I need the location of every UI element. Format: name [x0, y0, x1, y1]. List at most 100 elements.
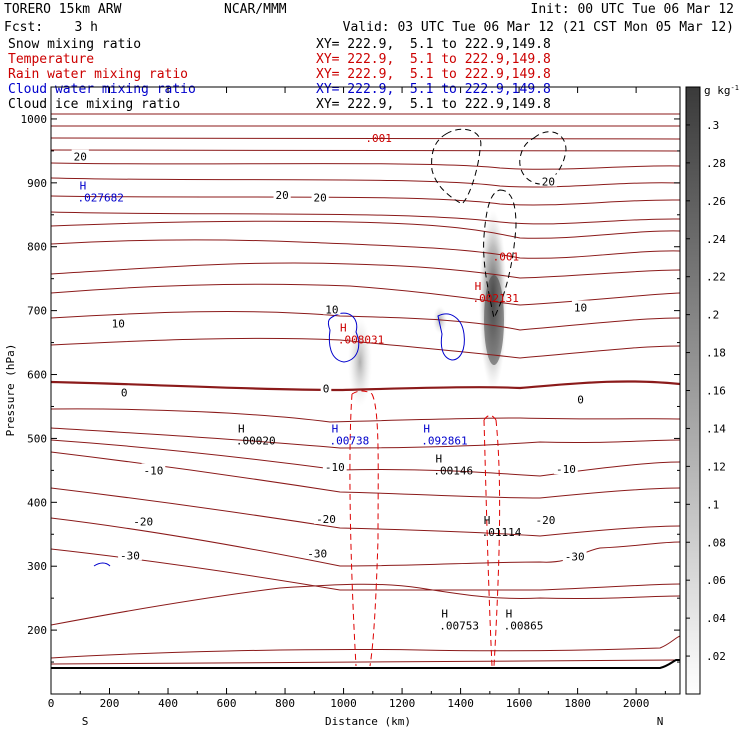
temperature-label: -30: [565, 551, 585, 564]
model-title: TORERO 15km ARW: [4, 2, 122, 17]
temperature-label: -10: [325, 461, 345, 474]
x-end-label-south: S: [82, 715, 89, 728]
x-tick-label: 600: [217, 697, 237, 710]
temperature-label-bg: [109, 316, 127, 329]
temperature-label-bg: [273, 187, 291, 200]
legend-temperature: Temperature: [8, 52, 94, 67]
temperature-label: 0: [577, 393, 584, 406]
x-tick-label: 800: [275, 697, 295, 710]
x-axis-label: Distance (km): [325, 715, 411, 728]
x-tick-label: 1600: [506, 697, 533, 710]
cloud-water-contour: [437, 313, 465, 361]
cloud-ice-contour: [431, 128, 482, 205]
temperature-label-bg: [314, 511, 338, 524]
isotherm-line: [51, 125, 680, 127]
maximum-value: .001: [493, 250, 520, 263]
colorbar-tick-label: .26: [706, 195, 726, 208]
isotherm-line: [51, 583, 680, 626]
temperature-label: 10: [574, 301, 587, 314]
maximum-value: .01114: [482, 526, 522, 539]
isotherm-line: [51, 220, 680, 239]
isotherm-line: [51, 137, 680, 140]
center-label: NCAR/MMM: [224, 2, 287, 17]
ground-surface: [51, 659, 680, 669]
maximum-value: .00865: [504, 620, 544, 633]
maximum-marker: H: [435, 452, 442, 465]
temperature-label: -20: [133, 515, 153, 528]
temperature-label-bg: [131, 514, 156, 527]
temperature-label-bg: [118, 548, 142, 561]
temperature-label-bg: [141, 463, 166, 476]
maxima-labels: H.00753H.00865H.01114H.00146H.00020H.007…: [78, 132, 544, 633]
maximum-value: .00738: [330, 434, 370, 447]
x-tick-label: 1000: [330, 697, 357, 710]
temperature-label: 0: [121, 386, 128, 399]
maximum-marker: H: [238, 422, 245, 435]
colorbar-unit: g kg-1: [704, 84, 739, 97]
cloud-ice-contour: [483, 189, 517, 320]
isotherm-line: [51, 659, 680, 665]
forecast-hour: Fcst: 3 h: [4, 20, 98, 35]
colorbar-tick-label: .22: [706, 271, 726, 284]
colorbar-tick-label: .12: [706, 460, 726, 473]
y-tick-label: 800: [27, 241, 47, 254]
legend-cloud-ice: Cloud ice mixing ratio: [8, 97, 180, 112]
x-tick-label: 0: [48, 697, 55, 710]
maximum-marker: H: [484, 514, 491, 527]
temperature-label-bg: [322, 460, 347, 473]
temperature-label: -30: [307, 547, 327, 560]
colorbar-tick-label: .1: [706, 498, 719, 511]
x-tick-label: 1400: [447, 697, 474, 710]
temperature-label-bg: [71, 149, 89, 162]
isotherm-line: [51, 262, 680, 279]
legend-cloud-water: Cloud water mixing ratio: [8, 82, 196, 97]
temperature-label-bg: [571, 300, 590, 313]
colorbar-tick-label: .08: [706, 536, 726, 549]
legend: Snow mixing ratio Temperature Rain water…: [8, 37, 551, 112]
xy-cloud-ice: XY= 222.9, 5.1 to 222.9,149.8: [316, 97, 551, 112]
x-tick-label: 1800: [564, 697, 591, 710]
temperature-label: 20: [74, 151, 87, 164]
temperature-label-bg: [311, 190, 329, 203]
x-end-label-north: N: [657, 715, 664, 728]
colorbar-tick-label: .16: [706, 385, 726, 398]
colorbar-tick-label: .04: [706, 612, 726, 625]
isotherm-line: [51, 517, 680, 567]
maximum-marker: H: [423, 422, 430, 435]
y-tick-label: 600: [27, 369, 47, 382]
isotherm-line: [51, 451, 680, 499]
rain-water-contour: [483, 419, 493, 667]
y-tick-label: 300: [27, 560, 47, 573]
colorbar: .02 .04 .06 .08 .1 .12 .14 .16 .18 .2 .22 .24 .26 .28…: [685, 84, 739, 695]
maximum-value: .027682: [78, 192, 124, 205]
temperature-label: -20: [316, 513, 336, 526]
temperature-label: 20: [275, 189, 288, 202]
isotherm-line: [51, 177, 680, 188]
isotherm-line: [51, 337, 680, 359]
maximum-value: .00753: [439, 620, 479, 633]
maximum-value: .092861: [421, 434, 467, 447]
plot-frame: [50, 86, 681, 695]
temperature-label-bg: [533, 513, 558, 526]
colorbar-tick-label: .24: [706, 233, 726, 246]
freezing-level-isotherm: [51, 380, 680, 392]
temperature-label-bg: [320, 381, 332, 394]
temperature-label-bg: [554, 462, 578, 475]
rain-water-contours: [349, 390, 501, 667]
temperature-label: -20: [535, 514, 555, 527]
y-tick-label: 200: [27, 624, 47, 637]
maximum-marker: H: [332, 422, 339, 435]
init-time: Init: 00 UTC Tue 06 Mar 12: [531, 2, 735, 17]
temperature-labels: -30 -30 -30 -20 -20 -20 -10 -10 -10 0 0 0 10 10 10 20 20…: [71, 149, 590, 564]
temperature-label: -10: [143, 464, 163, 477]
x-tick-label: 400: [158, 697, 178, 710]
isotherm-line: [51, 311, 680, 331]
maximum-marker: H: [506, 608, 513, 621]
temperature-label-bg: [562, 549, 587, 562]
rain-water-contour: [351, 390, 373, 395]
temperature-label: 10: [112, 317, 125, 330]
isotherm-line: [51, 548, 680, 591]
colorbar-tick-label: .3: [706, 119, 719, 132]
